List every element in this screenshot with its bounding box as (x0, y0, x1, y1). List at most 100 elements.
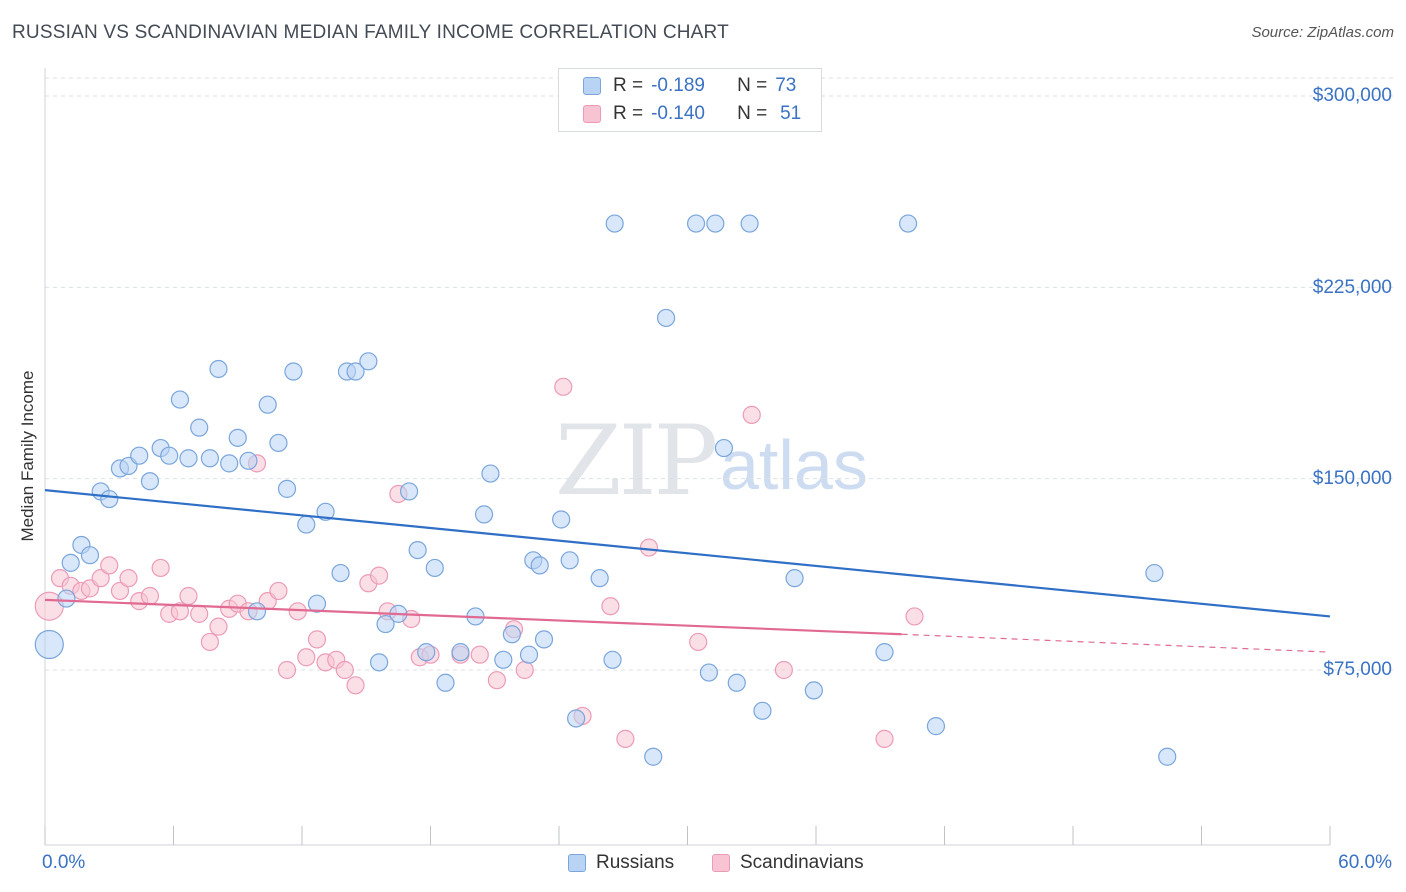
russians-point (269, 433, 288, 453)
scandinavians-point (179, 586, 198, 606)
y-axis-label: Median Family Income (18, 370, 37, 542)
russians-point (376, 614, 395, 634)
scandinavians-point (554, 377, 573, 396)
russians-point (359, 352, 378, 371)
russians-point (644, 747, 663, 766)
russians-point (417, 643, 436, 662)
russians-point (258, 395, 277, 414)
russians-point (494, 650, 513, 669)
russians-point (307, 594, 327, 613)
russians-point (686, 214, 706, 233)
n-value: 73 (775, 75, 797, 96)
russians-point (706, 214, 725, 233)
russians-swatch (568, 854, 586, 872)
russians-point (436, 673, 455, 692)
russians-point (898, 214, 918, 233)
r-label: R = (613, 75, 644, 96)
russians-point (1158, 747, 1177, 766)
scandinavians-point (110, 581, 130, 601)
russians-point (170, 390, 190, 409)
scandinavians-point (269, 581, 288, 601)
russians-point (190, 418, 209, 437)
russians-point (179, 449, 198, 468)
r-value: -0.189 (651, 75, 705, 96)
russians-point (399, 482, 419, 501)
scandinavians-point (119, 569, 138, 588)
russians-point (100, 489, 119, 509)
russians-point (61, 553, 80, 572)
russians-point (34, 629, 64, 660)
russians-point (1145, 563, 1164, 583)
russians-swatch (583, 77, 601, 95)
russians-point (605, 214, 624, 233)
scandinavians-point (601, 597, 620, 616)
russians-point (200, 449, 220, 468)
russians-point (699, 663, 719, 682)
n-value: 51 (780, 103, 802, 124)
bottom-legend: Russians Scandinavians (0, 852, 1406, 878)
trend-lines (44, 489, 1331, 653)
russians-point (560, 551, 579, 570)
russians-point (80, 546, 100, 565)
russians-point (875, 643, 894, 662)
scandinavians-point (151, 558, 170, 578)
russians-point (753, 701, 772, 720)
russians-point (247, 602, 267, 621)
scandinavians-point (487, 671, 506, 690)
russians-point (277, 479, 297, 498)
scandinavians-point (91, 569, 110, 588)
scandinavians-point (742, 405, 761, 424)
scandinavians-point (209, 617, 228, 636)
legend-item-scandinavians[interactable]: Scandinavians (712, 852, 864, 874)
x-tick-label: 0.0% (42, 852, 86, 873)
scandinavians-point (689, 632, 708, 652)
scandinavians-point (335, 660, 354, 680)
russians-point (284, 362, 303, 381)
scandinavians-point (370, 566, 389, 585)
russians-point (530, 556, 549, 575)
russians-point (346, 362, 365, 381)
scandinavians-point (140, 586, 160, 606)
legend-row-russians: R = -0.189 N = 73 (583, 74, 796, 98)
russians-point (740, 214, 759, 233)
scandinavians-point (515, 660, 534, 680)
scandinavians-point (346, 676, 365, 695)
scandinavians-point (616, 729, 635, 748)
russians-point (130, 446, 149, 465)
scandinavians-point (190, 604, 209, 623)
x-tick-label: 60.0% (1338, 852, 1392, 873)
chart-title: RUSSIAN VS SCANDINAVIAN MEDIAN FAMILY IN… (12, 22, 729, 43)
scandinavians-trend-line (44, 598, 902, 636)
russians-trend-line (44, 489, 1331, 618)
source-label: Source: ZipAtlas.com (1251, 24, 1394, 41)
russians-point (370, 653, 389, 672)
russians-point (408, 540, 427, 560)
y-tick-label: $300,000 (1312, 85, 1392, 106)
legend-item-russians[interactable]: Russians (568, 852, 674, 874)
russians-points (34, 214, 1177, 766)
russians-point (239, 451, 258, 470)
scandinavians-point (470, 645, 489, 664)
scandinavians-point (277, 660, 297, 680)
russians-point (656, 308, 676, 328)
scandinavians-swatch (712, 854, 730, 872)
russians-point (590, 569, 609, 588)
russians-point (481, 464, 500, 483)
scandinavians-point (100, 556, 119, 575)
russians-point (331, 563, 350, 583)
scandinavians-point (297, 648, 316, 667)
russians-point (474, 505, 494, 524)
russians-point (502, 625, 521, 644)
r-label: R = (613, 103, 644, 124)
stats-legend: R = -0.189 N = 73 R = -0.140 N = 51 (558, 68, 822, 132)
scandinavians-point (200, 632, 220, 652)
grid-lines (45, 77, 1393, 671)
russians-point (804, 681, 823, 700)
russians-point (519, 645, 539, 664)
legend-label-scandinavians: Scandinavians (740, 852, 864, 873)
n-label: N = (737, 103, 768, 124)
scandinavians-point (170, 602, 190, 621)
russians-point (57, 589, 76, 608)
russians-point (425, 558, 444, 578)
